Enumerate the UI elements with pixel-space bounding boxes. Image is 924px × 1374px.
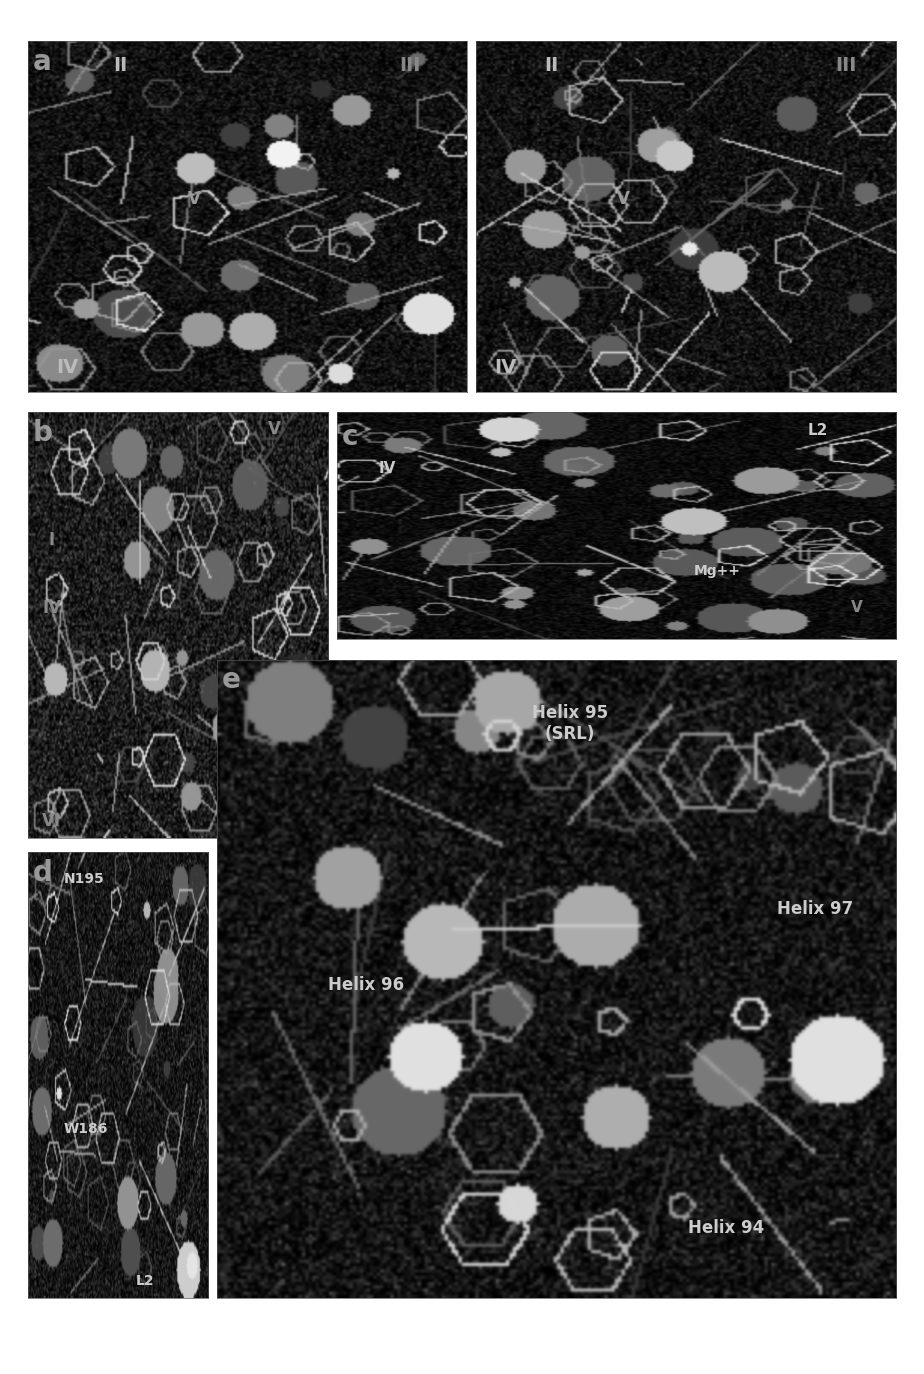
Text: II: II	[113, 56, 127, 76]
Text: IV: IV	[43, 599, 61, 617]
Text: Helix 97: Helix 97	[777, 900, 853, 918]
Text: III: III	[399, 56, 420, 76]
Text: Mg++: Mg++	[694, 563, 741, 578]
Text: W186: W186	[64, 1121, 108, 1136]
Text: VI: VI	[43, 812, 61, 830]
Text: V: V	[851, 599, 863, 614]
Text: V: V	[188, 190, 201, 207]
Text: IV: IV	[56, 357, 79, 376]
Text: L2: L2	[136, 1274, 154, 1287]
Text: V: V	[616, 190, 629, 207]
Text: L2: L2	[808, 423, 828, 438]
Text: N195: N195	[64, 871, 104, 886]
Text: IV: IV	[379, 462, 396, 477]
Text: III: III	[835, 56, 857, 76]
Text: b: b	[32, 419, 53, 447]
Text: c: c	[342, 423, 359, 451]
Text: II: II	[544, 56, 559, 76]
Text: Helix 96: Helix 96	[329, 977, 405, 995]
Text: Helix 95
(SRL): Helix 95 (SRL)	[532, 703, 608, 743]
Text: e: e	[222, 666, 240, 694]
Text: I: I	[49, 530, 55, 550]
Text: d: d	[32, 859, 53, 886]
Text: Helix 94: Helix 94	[688, 1219, 765, 1237]
Text: a: a	[32, 48, 51, 76]
Text: IV: IV	[494, 357, 517, 376]
Text: V: V	[268, 420, 280, 438]
Text: L2: L2	[233, 743, 255, 763]
